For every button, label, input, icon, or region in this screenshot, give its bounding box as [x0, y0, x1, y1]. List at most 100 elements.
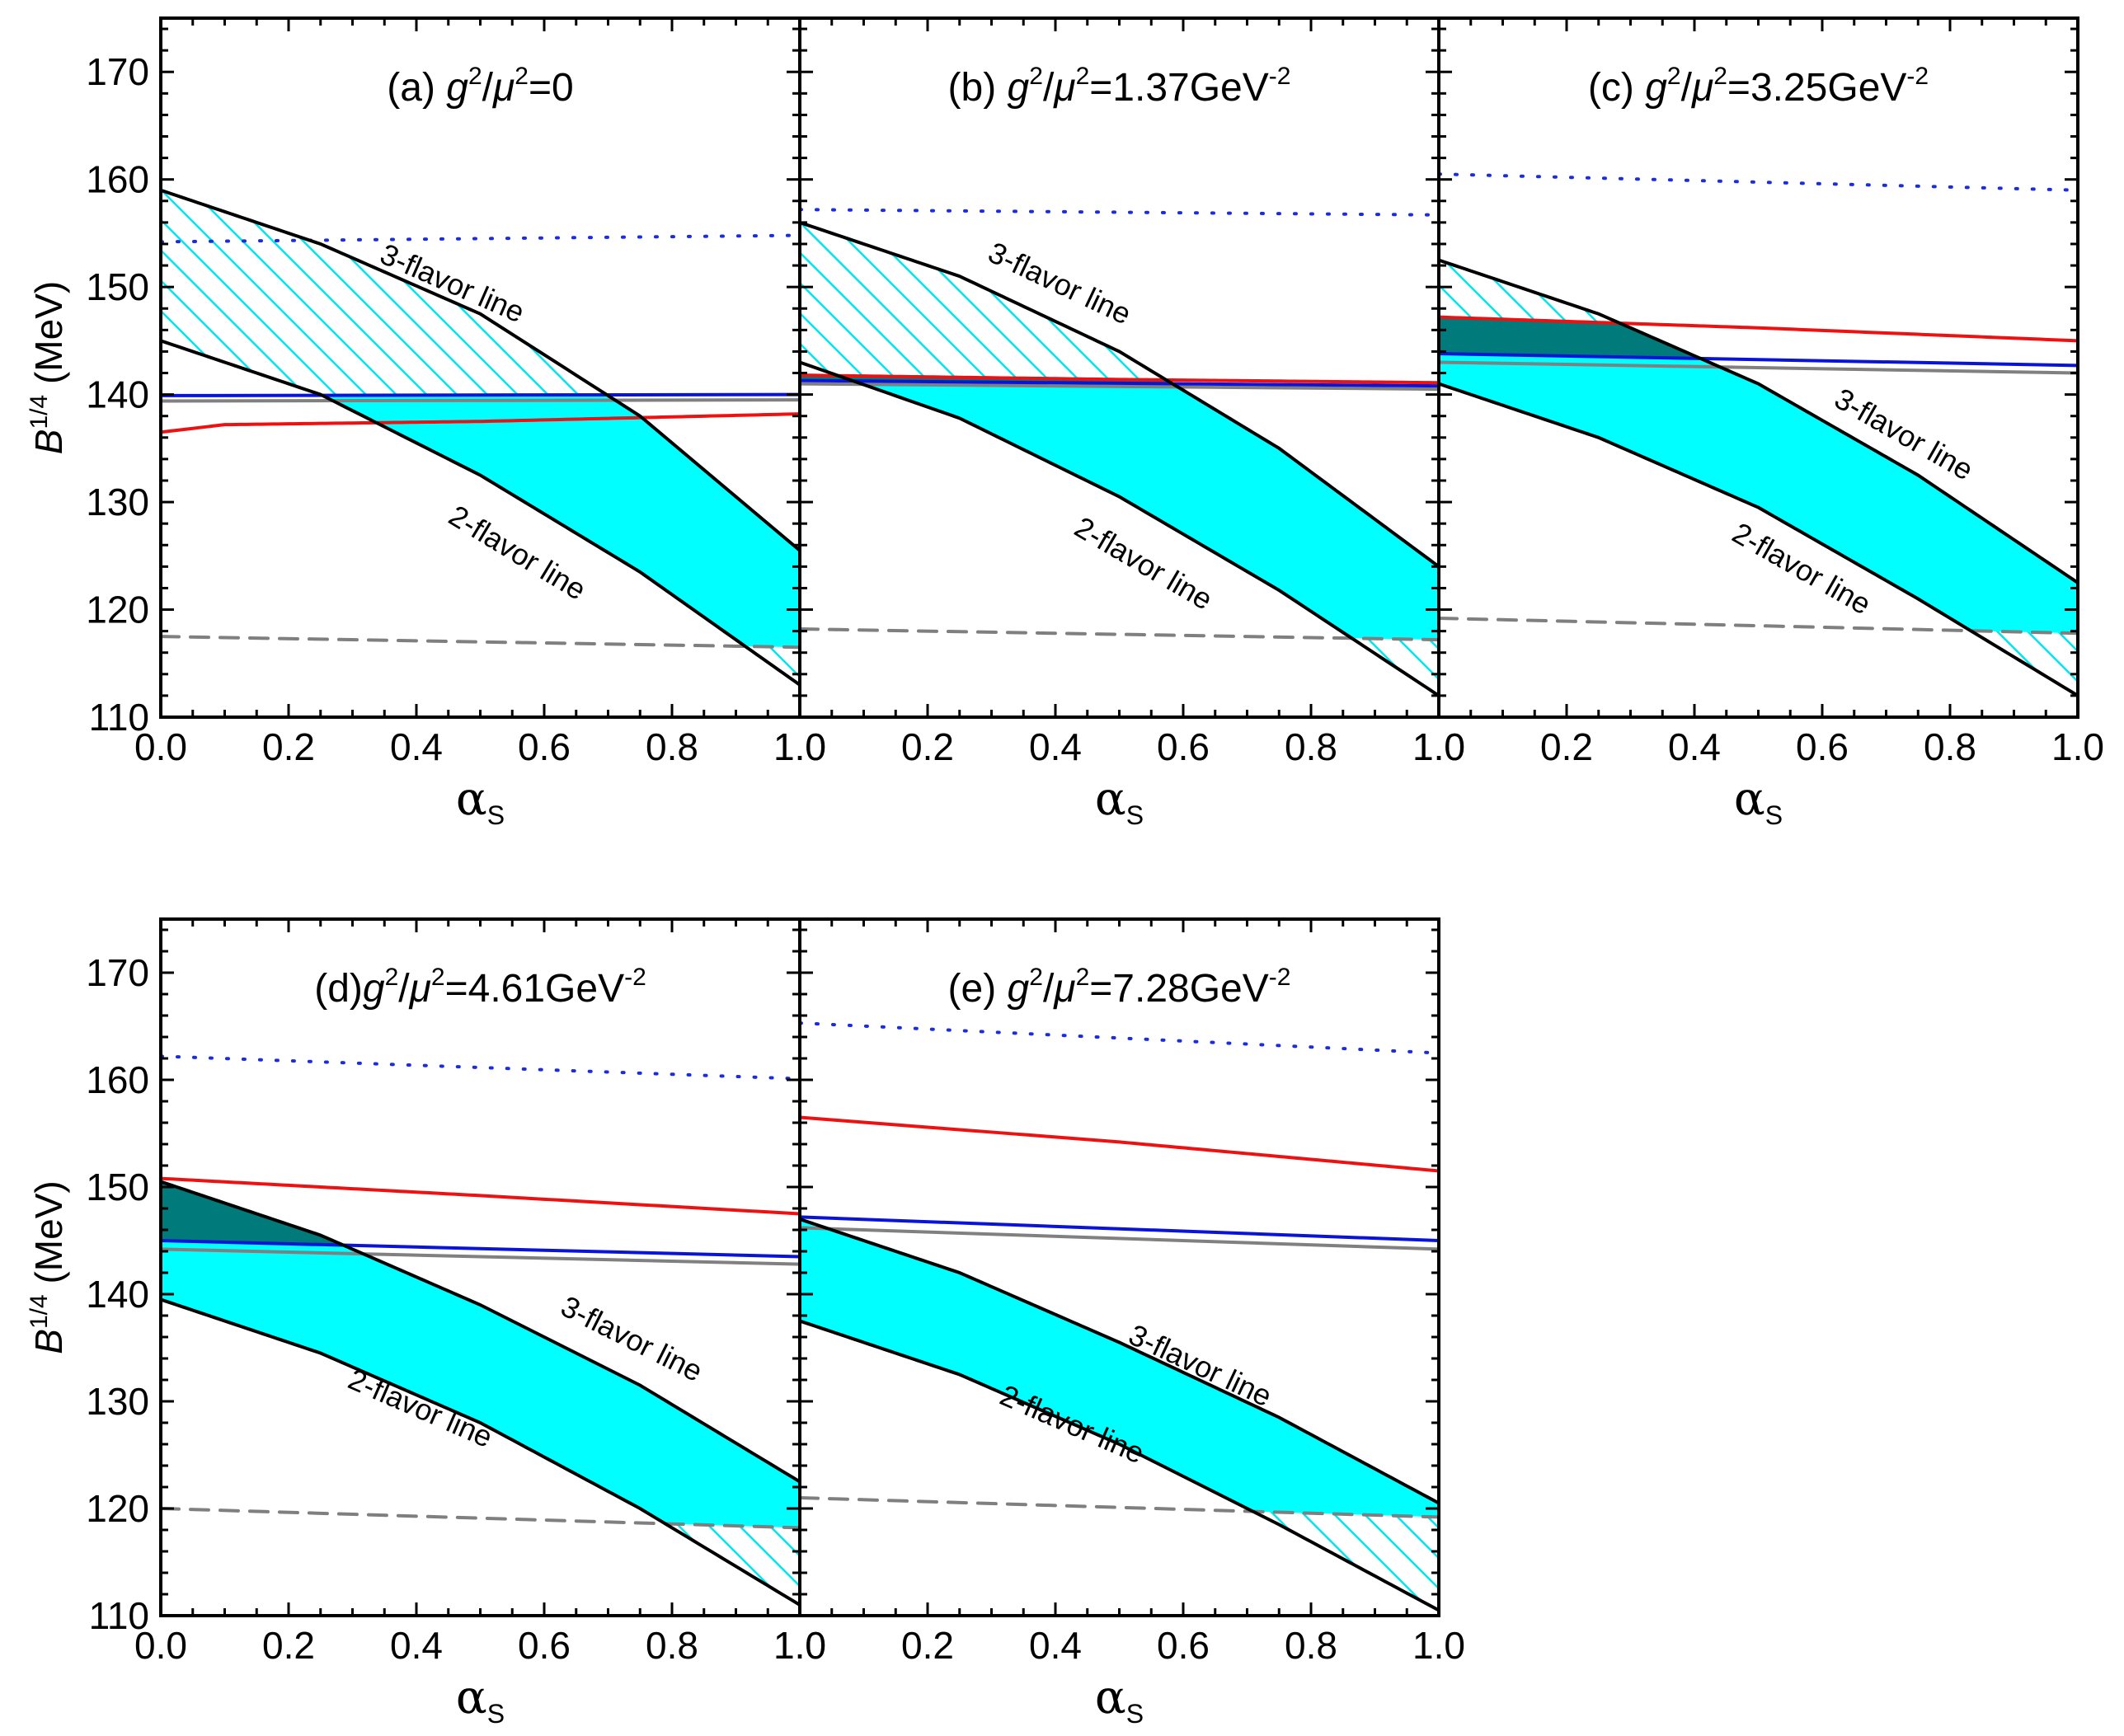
series-dotted [1439, 172, 2078, 192]
y-tick-label: 120 [86, 589, 149, 631]
series-red [161, 1176, 800, 1216]
x-tick-label: 0.2 [1540, 725, 1593, 768]
x-axis-label: αS [456, 1671, 505, 1729]
series-red [800, 373, 1439, 385]
x-axis-label: αS [1095, 1671, 1144, 1729]
series-2-flavor-line [161, 1297, 800, 1607]
series-dashed [800, 1496, 1439, 1519]
x-tick-label: 1.0 [1412, 725, 1465, 768]
y-tick-label: 160 [86, 158, 149, 201]
series-dotted [161, 1054, 800, 1081]
y-tick-label: 110 [89, 696, 149, 739]
x-axis-label: αS [1095, 772, 1144, 830]
panel-title: (c) g2/μ2=3.25GeV-2 [1588, 63, 1929, 110]
series-2-flavor-line [161, 339, 800, 687]
x-tick-label: 0.4 [1029, 1624, 1082, 1667]
series-dashed [161, 1507, 800, 1530]
x-tick-label: 0.6 [1157, 1624, 1210, 1667]
x-tick-label: 0.0 [134, 1624, 187, 1667]
series-gray [1439, 360, 2078, 375]
filled-region [800, 362, 1439, 640]
series-2-flavor-line [1439, 382, 2078, 697]
y-axis-label: B1/4 (MeV) [26, 1180, 70, 1354]
y-tick-label: 140 [86, 373, 149, 416]
panel-title: (e) g2/μ2=7.28GeV-2 [948, 964, 1291, 1011]
x-tick-label: 1.0 [773, 1624, 826, 1667]
series-3-flavor-line [161, 1180, 800, 1484]
y-tick-label: 130 [86, 481, 149, 523]
panel-title: (d)g2/μ2=4.61GeV-2 [314, 964, 646, 1011]
series-red [1439, 315, 2078, 343]
series-blue [1439, 352, 2078, 368]
x-tick-label: 0.2 [901, 725, 954, 768]
plot-area [1439, 172, 2078, 697]
series-gray [800, 382, 1439, 392]
series-red [161, 412, 800, 434]
x-tick-label: 0.4 [1029, 725, 1082, 768]
series-blue [161, 392, 800, 397]
filled-region [800, 1219, 1439, 1518]
series-3-flavor-line [1439, 258, 2078, 584]
x-tick-label: 0.8 [1285, 725, 1337, 768]
series-3-flavor-line [161, 188, 800, 552]
x-tick-label: 0.0 [134, 725, 187, 768]
y-tick-label: 150 [86, 265, 149, 308]
filled-region [1439, 354, 2078, 634]
x-tick-label: 0.8 [646, 725, 698, 768]
x-axis-label: αS [1734, 772, 1783, 830]
y-tick-label: 170 [86, 50, 149, 93]
series-gray [161, 1247, 800, 1266]
series-blue [800, 378, 1439, 388]
y-tick-label: 120 [86, 1487, 149, 1530]
x-tick-label: 1.0 [1412, 725, 1465, 768]
x-tick-label: 0.6 [518, 725, 571, 768]
y-tick-label: 130 [86, 1380, 149, 1423]
x-tick-label: 0.8 [1285, 1624, 1337, 1667]
x-tick-label: 1.0 [773, 725, 826, 768]
x-tick-label: 0.2 [262, 1624, 315, 1667]
x-tick-label: 1.0 [773, 1624, 826, 1667]
plot-area [161, 188, 800, 687]
x-tick-label: 1.0 [1412, 1624, 1465, 1667]
x-tick-label: 0.2 [901, 1624, 954, 1667]
series-dashed [161, 635, 800, 650]
series-dashed [800, 627, 1439, 642]
x-tick-label: 0.8 [1924, 725, 1976, 768]
x-tick-label: 0.2 [262, 725, 315, 768]
series-2-flavor-line [800, 1319, 1439, 1612]
dark-region [161, 1181, 800, 1257]
x-tick-label: 1.0 [773, 725, 826, 768]
plot-area [161, 1054, 800, 1607]
series-3-flavor-line [800, 220, 1439, 569]
x-tick-label: 0.6 [1796, 725, 1849, 768]
series-gray [161, 398, 800, 403]
series-dotted [800, 1021, 1439, 1055]
series-red [800, 1115, 1439, 1173]
x-tick-label: 1.0 [2051, 725, 2104, 768]
y-axis-label: B1/4 (MeV) [26, 281, 70, 454]
x-tick-label: 0.6 [518, 1624, 571, 1667]
x-tick-label: 0.6 [1157, 725, 1210, 768]
y-tick-label: 110 [89, 1594, 149, 1637]
filled-region [161, 1241, 800, 1528]
panel-title: (a) g2/μ2=0 [387, 63, 573, 110]
y-tick-label: 160 [86, 1058, 149, 1101]
x-tick-label: 0.4 [1668, 725, 1721, 768]
y-tick-label: 150 [86, 1166, 149, 1208]
y-tick-label: 140 [86, 1273, 149, 1316]
x-tick-label: 0.4 [390, 1624, 443, 1667]
series-3-flavor-line [800, 1218, 1439, 1505]
plot-area [800, 208, 1439, 697]
series-blue [800, 1215, 1439, 1242]
dark-region [1439, 317, 2078, 366]
series-2-flavor-line [800, 360, 1439, 697]
y-tick-label: 170 [86, 951, 149, 994]
series-blue [161, 1239, 800, 1259]
plot-area [800, 1021, 1439, 1612]
x-axis-label: αS [456, 772, 505, 830]
